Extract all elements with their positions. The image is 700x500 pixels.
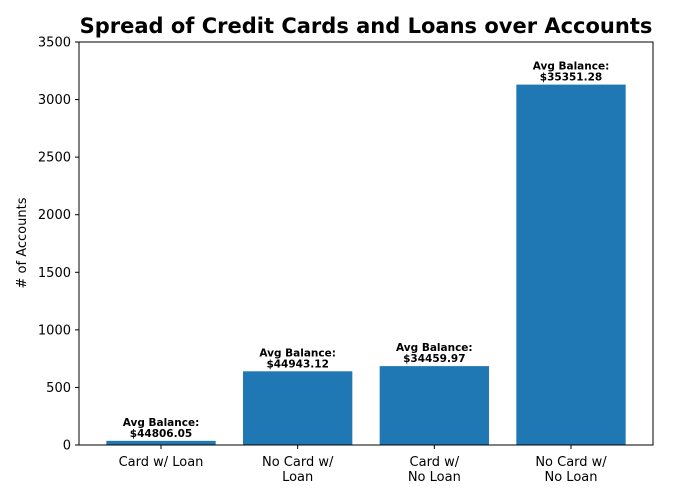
y-tick-label: 3000 xyxy=(38,93,71,108)
y-tick-label: 1500 xyxy=(38,266,71,281)
axes-frame xyxy=(78,41,654,446)
y-tick-label: 2500 xyxy=(38,151,71,166)
data-label: Avg Balance: $35351.28 xyxy=(533,61,610,84)
x-tick-label: No Card w/Loan xyxy=(262,455,334,485)
plot-area: 0 500 1000 1500 2000 2500 3000 3500 Card w/ Loan… xyxy=(38,36,654,485)
x-tick-label: Card w/No Loan xyxy=(408,455,461,485)
y-tick-label: 1000 xyxy=(38,323,71,338)
data-label: Avg Balance: $44806.05 xyxy=(123,417,200,440)
y-tick-label: 3500 xyxy=(38,36,71,51)
chart-title: Spread of Credit Cards and Loans over Ac… xyxy=(80,14,653,38)
data-label: Avg Balance: $44943.12 xyxy=(259,347,336,370)
y-axis-label: # of Accounts xyxy=(15,197,30,288)
data-label: Avg Balance: $34459.97 xyxy=(396,342,473,365)
y-tick-label: 2000 xyxy=(38,208,71,223)
bar-2 xyxy=(243,371,353,445)
bar-1 xyxy=(106,440,216,445)
y-tick-label: 500 xyxy=(46,381,71,396)
x-tick-label: No Card w/No Loan xyxy=(535,455,607,485)
x-tick-label: Card w/ Loan xyxy=(119,455,204,470)
bar-4 xyxy=(516,84,626,446)
bar-3 xyxy=(379,366,489,445)
y-tick-label: 0 xyxy=(63,439,71,454)
